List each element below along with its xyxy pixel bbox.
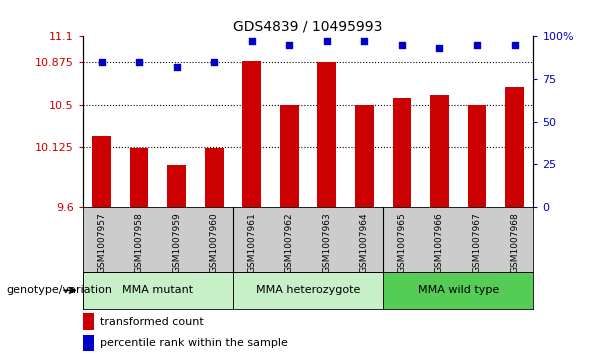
Text: MMA wild type: MMA wild type	[417, 285, 499, 295]
Text: genotype/variation: genotype/variation	[6, 285, 112, 295]
Bar	[383, 272, 533, 309]
Bar	[130, 148, 148, 207]
Bar	[280, 105, 299, 207]
Bar	[392, 98, 411, 207]
Point	[359, 38, 369, 44]
Bar	[242, 61, 261, 207]
Point	[134, 59, 144, 65]
Point	[172, 64, 181, 70]
Bar	[167, 165, 186, 207]
Text: GSM1007963: GSM1007963	[322, 212, 331, 273]
Point	[509, 42, 519, 48]
Text: GSM1007966: GSM1007966	[435, 212, 444, 273]
Text: percentile rank within the sample: percentile rank within the sample	[101, 338, 288, 348]
Bar	[505, 87, 524, 207]
Text: GSM1007960: GSM1007960	[210, 212, 219, 273]
Bar	[355, 105, 374, 207]
Bar	[92, 136, 111, 207]
Point	[472, 42, 482, 48]
Point	[247, 38, 257, 44]
Bar	[430, 95, 449, 207]
Bar	[468, 105, 486, 207]
Text: GSM1007965: GSM1007965	[397, 212, 406, 273]
Bar	[83, 335, 94, 351]
Title: GDS4839 / 10495993: GDS4839 / 10495993	[234, 20, 383, 34]
Point	[435, 45, 444, 51]
Text: GSM1007962: GSM1007962	[285, 212, 294, 273]
Point	[97, 59, 107, 65]
Text: GSM1007959: GSM1007959	[172, 212, 181, 273]
Bar	[205, 148, 224, 207]
Point	[397, 42, 407, 48]
Text: GSM1007968: GSM1007968	[510, 212, 519, 273]
Text: MMA mutant: MMA mutant	[122, 285, 194, 295]
Bar	[318, 62, 336, 207]
Bar	[233, 272, 383, 309]
Text: MMA heterozygote: MMA heterozygote	[256, 285, 360, 295]
Bar	[83, 313, 94, 330]
Point	[209, 59, 219, 65]
Text: GSM1007967: GSM1007967	[473, 212, 481, 273]
Bar	[83, 272, 233, 309]
Text: GSM1007958: GSM1007958	[135, 212, 143, 273]
Text: transformed count: transformed count	[101, 317, 204, 327]
Text: GSM1007961: GSM1007961	[247, 212, 256, 273]
Text: GSM1007957: GSM1007957	[97, 212, 106, 273]
Point	[322, 38, 332, 44]
Text: GSM1007964: GSM1007964	[360, 212, 369, 273]
Point	[284, 42, 294, 48]
